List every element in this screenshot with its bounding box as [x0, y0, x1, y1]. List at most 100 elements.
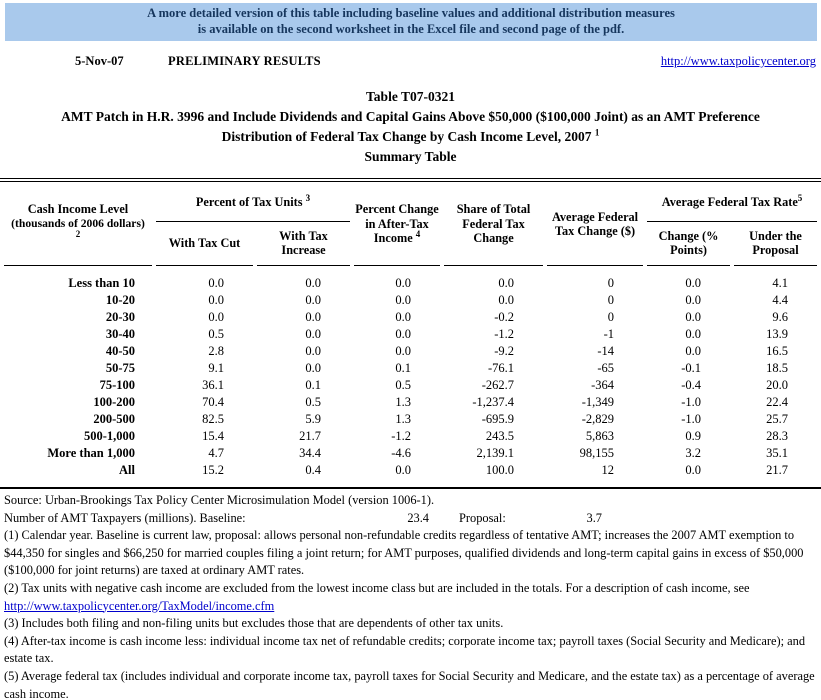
row-label-cash-income: 40-50 [105, 344, 135, 358]
cell-value: 0.0 [305, 361, 322, 375]
cell-value: 28.3 [766, 429, 789, 443]
table-row: 100-200 70.4 0.5 1.3 -1,237.4 -1,349 -1.0 22.4 [4, 394, 817, 411]
col-header-with-tax-cut: With Tax Cut [156, 222, 253, 266]
cell-value: 0.0 [685, 276, 702, 290]
cell-value: -262.7 [481, 378, 515, 392]
cell-value: -1.2 [391, 429, 412, 443]
footnote-ref-2: 2 [75, 229, 81, 240]
row-label-cash-income: 200-500 [93, 412, 135, 426]
cell-value: 82.5 [202, 412, 224, 426]
cell-value: -695.9 [481, 412, 515, 426]
cell-value: 25.7 [766, 412, 789, 426]
cell-value: 0.0 [305, 293, 322, 307]
cell-value: -14 [597, 344, 615, 358]
cell-value: -1.2 [494, 327, 515, 341]
row-label-cash-income: 50-75 [105, 361, 135, 375]
amt-proposal-label: Proposal: [459, 510, 506, 525]
row-label-cash-income: All [119, 463, 135, 477]
footnote-ref-3: 3 [305, 192, 311, 203]
cell-value: 1.3 [395, 412, 412, 426]
cell-value: 21.7 [766, 463, 789, 477]
info-banner: A more detailed version of this table in… [5, 3, 817, 41]
cell-value: 9.6 [772, 310, 789, 324]
table-row: 75-100 36.1 0.1 0.5 -262.7 -364 -0.4 20.0 [4, 377, 817, 394]
cell-value: 0.0 [685, 327, 702, 341]
cell-value: 2,139.1 [476, 446, 515, 460]
cell-value: 0.4 [305, 463, 322, 477]
cell-value: 0.0 [685, 293, 702, 307]
summary-table-wrapper: Cash Income Level (thousands of 2006 dol… [0, 178, 821, 489]
footnote-2-link-line: http://www.taxpolicycenter.org/TaxModel/… [4, 598, 816, 616]
cell-value: -1,237.4 [472, 395, 515, 409]
cell-value: 0.0 [395, 293, 412, 307]
footnote-2: (2) Tax units with negative cash income … [4, 580, 750, 595]
summary-table: Cash Income Level (thousands of 2006 dol… [0, 184, 821, 479]
cell-value: 5.9 [305, 412, 322, 426]
cell-value: 13.9 [766, 327, 789, 341]
cell-value: 0.5 [305, 395, 322, 409]
preliminary-results-label: PRELIMINARY RESULTS [168, 54, 321, 68]
cell-value: -4.6 [391, 446, 412, 460]
row-label-cash-income: More than 1,000 [47, 446, 135, 460]
report-date: 5-Nov-07 [75, 54, 124, 68]
title-summary-table: Summary Table [364, 149, 457, 164]
cell-value: -1.0 [681, 412, 702, 426]
footnote-5: (5) Average federal tax (includes indivi… [4, 668, 815, 700]
cell-value: 21.7 [299, 429, 322, 443]
row-label-cash-income: 100-200 [93, 395, 135, 409]
amt-baseline-value: 23.4 [407, 510, 429, 525]
cell-value: 34.4 [299, 446, 322, 460]
cell-value: -364 [591, 378, 615, 392]
col-header-average-federal-tax-change: Average Federal Tax Change ($) [547, 184, 644, 266]
row-label-cash-income: 500-1,000 [83, 429, 135, 443]
cell-value: -1.0 [681, 395, 702, 409]
table-row: 40-50 2.8 0.0 0.0 -9.2 -14 0.0 16.5 [4, 343, 817, 360]
masthead: 5-Nov-07 PRELIMINARY RESULTS http://www.… [0, 54, 821, 72]
table-row: All 15.2 0.4 0.0 100.0 12 0.0 21.7 [4, 462, 817, 479]
cell-value: 15.4 [202, 429, 224, 443]
cell-value: 0.0 [305, 310, 322, 324]
row-label-cash-income: Less than 10 [68, 276, 135, 290]
cell-value: 0.1 [395, 361, 412, 375]
amt-taxpayers-line: Number of AMT Taxpayers (millions). Base… [4, 510, 816, 528]
cell-value: 0.1 [305, 378, 322, 392]
cell-value: 0.5 [395, 378, 412, 392]
cell-value: 16.5 [766, 344, 789, 358]
cell-value: 9.1 [208, 361, 224, 375]
table-row: 10-20 0.0 0.0 0.0 0.0 0 0.0 4.4 [4, 292, 817, 309]
cell-value: 35.1 [766, 446, 789, 460]
cell-value: -0.1 [681, 361, 702, 375]
row-label-cash-income: 30-40 [105, 327, 135, 341]
cell-value: 0.0 [305, 344, 322, 358]
income-definition-link[interactable]: http://www.taxpolicycenter.org/TaxModel/… [4, 598, 275, 613]
cell-value: -65 [597, 361, 615, 375]
cell-value: -0.2 [494, 310, 515, 324]
table-body: Less than 10 0.0 0.0 0.0 0.0 0 0.0 4.1 10-20 0.0 0… [4, 266, 817, 479]
cell-value: -76.1 [487, 361, 515, 375]
cell-value: 20.0 [766, 378, 789, 392]
cell-value: 3.2 [685, 446, 702, 460]
cell-value: 0.0 [305, 276, 322, 290]
cell-value: 0.0 [395, 344, 412, 358]
cell-value: 22.4 [766, 395, 789, 409]
cell-value: 0.0 [395, 310, 412, 324]
cell-value: 0.0 [208, 276, 224, 290]
cell-value: 0.0 [395, 276, 412, 290]
cell-value: 0.0 [208, 310, 224, 324]
table-number: Table T07-0321 [366, 89, 455, 104]
cell-value: 0.0 [685, 463, 702, 477]
banner-line-1: A more detailed version of this table in… [147, 6, 675, 20]
row-label-cash-income: 20-30 [105, 310, 135, 324]
cell-value: 2.8 [208, 344, 224, 358]
col-header-with-tax-increase: With Tax Increase [257, 222, 351, 266]
cell-value: 98,155 [579, 446, 615, 460]
footnote-ref-4: 4 [415, 229, 421, 240]
cell-value: 0.0 [395, 327, 412, 341]
footnote-ref-5: 5 [797, 192, 803, 203]
cell-value: -9.2 [494, 344, 515, 358]
title-line-2: AMT Patch in H.R. 3996 and Include Divid… [61, 109, 760, 124]
cell-value: 0.0 [208, 293, 224, 307]
col-header-percent-change-after-tax-income: Percent Change in After-Tax Income 4 [354, 184, 441, 266]
taxpolicycenter-link[interactable]: http://www.taxpolicycenter.org [660, 54, 816, 68]
col-header-share-of-total-federal-tax-change: Share of Total Federal Tax Change [444, 184, 544, 266]
